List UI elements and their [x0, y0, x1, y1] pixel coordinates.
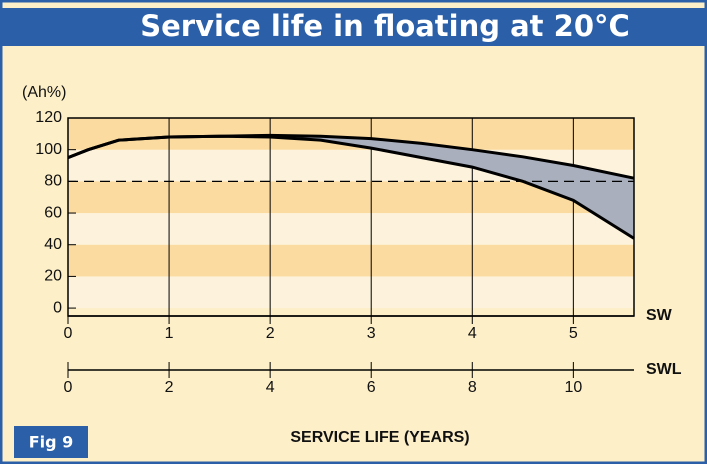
x-axis-label: SERVICE LIFE (YEARS) [290, 429, 469, 446]
fig-box [14, 426, 88, 458]
x-tick-label: 5 [569, 325, 578, 342]
x-tick-label: 4 [468, 325, 477, 342]
y-tick-label: 20 [44, 268, 62, 285]
y-tick-label: 100 [35, 141, 62, 158]
y-tick-label: 60 [44, 204, 62, 221]
y-axis-label: (Ah%) [22, 84, 66, 101]
x-tick-label: 8 [468, 379, 477, 396]
x-axis-name: SWL [646, 361, 682, 378]
y-tick-label: 0 [53, 299, 62, 316]
x-tick-label: 2 [165, 379, 174, 396]
band [68, 244, 634, 277]
y-tick-label: 40 [44, 236, 62, 253]
x-tick-label: 0 [64, 325, 73, 342]
title-bar [0, 8, 707, 46]
x-tick-label: 1 [165, 325, 174, 342]
x-axis-name: SW [646, 307, 673, 324]
x-tick-label: 10 [564, 379, 582, 396]
x-tick-label: 3 [367, 325, 376, 342]
range-fill [68, 135, 634, 239]
x-tick-label: 4 [266, 379, 275, 396]
band [68, 213, 634, 245]
figure-label: Fig 9 [29, 433, 74, 452]
chart-title: Service life in floating at 20°C [140, 9, 630, 43]
x-tick-label: 2 [266, 325, 275, 342]
x-tick-label: 0 [64, 379, 73, 396]
x-tick-label: 6 [367, 379, 376, 396]
y-tick-label: 80 [44, 173, 62, 190]
band [68, 276, 634, 309]
y-tick-label: 120 [35, 109, 62, 126]
